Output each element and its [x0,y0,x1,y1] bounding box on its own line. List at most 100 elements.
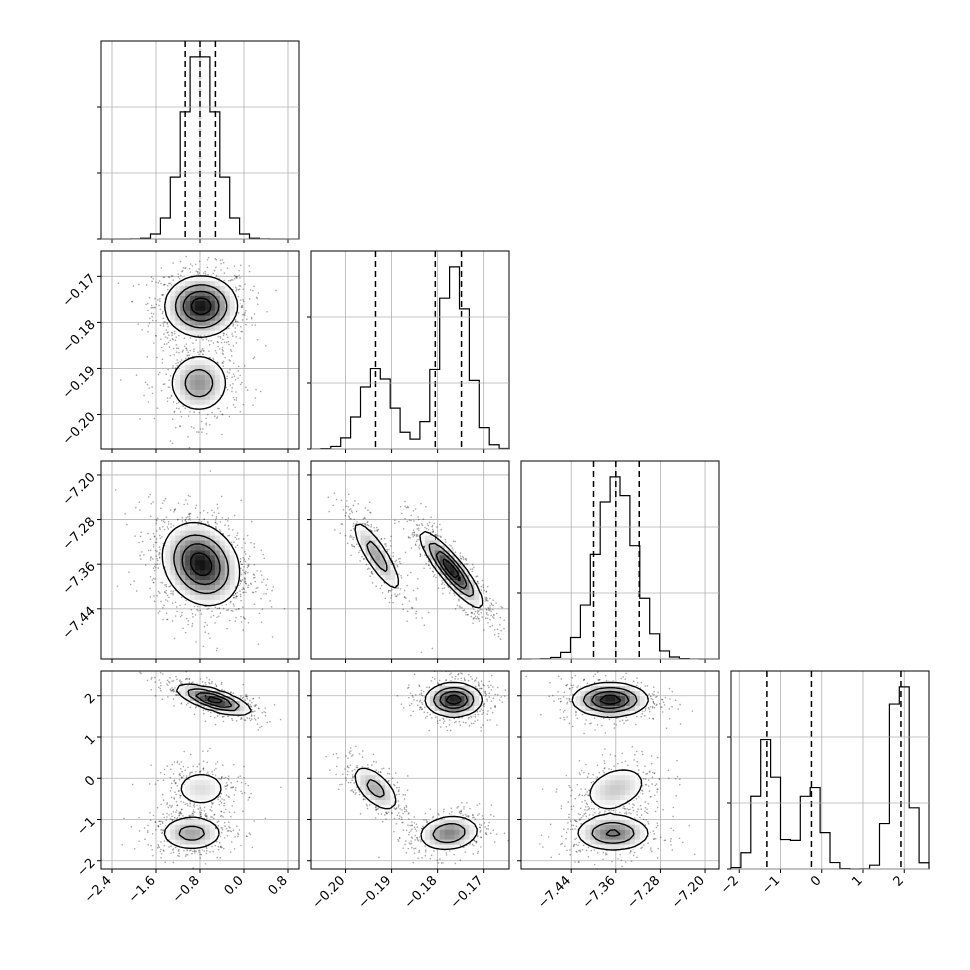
density-cell [185,384,191,390]
sample-point [435,576,437,579]
sample-point [235,597,237,599]
density-cell [219,574,226,581]
sample-point [209,470,212,472]
sample-point [156,558,158,560]
sample-point [357,502,360,505]
density-cell [224,555,230,561]
sample-point [230,600,232,603]
sample-point [162,317,165,320]
density-cell [459,579,465,586]
sample-point [394,560,396,563]
density-cell [224,540,230,546]
density-cell [180,310,186,316]
sample-point [439,535,442,538]
sample-point [412,529,415,532]
density-cell [190,280,196,286]
sample-point [145,284,148,286]
sample-point [481,616,484,619]
sample-point [352,504,355,507]
density-layer [121,671,282,869]
sample-point [181,351,184,353]
sample-point [200,337,203,340]
sample-point [183,345,186,348]
sample-point [259,390,262,393]
density-cell [429,550,436,556]
sample-point [247,621,250,624]
sample-point [175,606,178,608]
density-cell [234,560,240,566]
sample-point [478,620,481,622]
density-cell [195,305,201,311]
density-cell [185,594,191,600]
sample-point [207,522,209,524]
density-cell [185,564,191,571]
density-cell [190,404,196,410]
sample-point [190,608,193,611]
sample-point [221,516,224,519]
sample-point [198,272,201,274]
sample-point [412,509,415,512]
sample-point [209,356,212,359]
sample-point [254,324,257,326]
sample-point [158,304,160,307]
sample-point [231,610,234,612]
sample-point [452,540,455,543]
sample-point [216,416,219,418]
density-cell [200,285,206,291]
sample-point [205,423,208,426]
sample-point [234,379,237,381]
sample-point [168,346,171,348]
sample-point [152,501,154,503]
density-cell [175,310,181,316]
density-cell [170,535,176,541]
sample-point [173,510,175,513]
sample-point [179,361,181,363]
sample-point [487,614,489,616]
sample-point [196,516,199,519]
sample-point [235,288,238,291]
density-cell [214,305,221,311]
sample-point [185,347,188,350]
sample-point [166,284,169,287]
sample-point [216,647,218,650]
sample-point [239,593,242,596]
sample-point [172,367,174,369]
density-cell [195,564,201,571]
sample-point [239,560,242,563]
sample-point [395,595,398,598]
sample-point [458,605,461,607]
sample-point [385,545,387,547]
sample-point [154,578,156,580]
sample-point [165,589,168,592]
sample-point [167,331,169,333]
density-cell [185,320,191,326]
sample-point [184,407,186,410]
sample-point [415,610,418,613]
sample-point [353,545,356,548]
sample-point [170,275,173,277]
sample-point [176,610,178,613]
sample-point [160,581,162,584]
sample-point [231,390,233,393]
density-cell [209,285,216,291]
histogram-3 [730,686,930,870]
density-cell [234,564,240,571]
sample-point [394,593,396,595]
sample-point [220,495,223,498]
density-cell [170,540,176,546]
sample-point [487,600,489,602]
density-cell [454,574,460,581]
density-cell [360,530,366,536]
sample-point [169,440,172,442]
sample-point [410,514,412,517]
density-cell [165,555,171,561]
sample-point [174,601,177,604]
sample-point [226,520,229,522]
sample-point [364,524,367,526]
sample-point [250,541,252,544]
sample-point [185,499,187,501]
sample-point [152,277,155,280]
density-cell [219,584,226,590]
density-cell [195,364,201,371]
sample-point [175,402,178,405]
